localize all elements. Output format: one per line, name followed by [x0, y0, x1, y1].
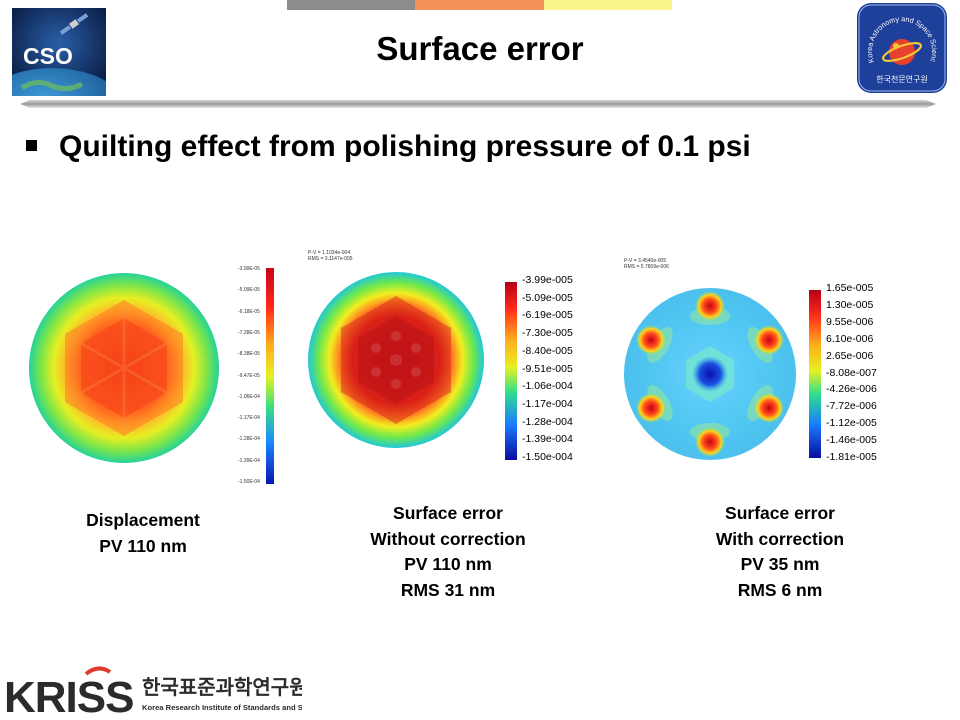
caption-line: RMS 6 nm — [737, 579, 823, 600]
colorbar-label: 9.55e-006 — [826, 315, 874, 328]
colorbar-label: -1.12e-005 — [826, 417, 877, 430]
caption-line: With correction — [715, 528, 845, 549]
page-title: Surface error — [376, 30, 584, 67]
caption-line: Displacement — [86, 510, 200, 530]
bullet-point: Quilting effect from polishing pressure … — [26, 130, 751, 164]
colorbar-label: -1.50e-004 — [522, 451, 573, 463]
colorbar-label: -9.47E-05 — [238, 372, 260, 379]
surface-error-with-correction-map — [624, 288, 796, 460]
caption-line: Without correction — [370, 528, 526, 549]
colorbar-label: -1.06e-004 — [522, 380, 573, 393]
colorbar-label: 2.65e-006 — [826, 349, 874, 362]
caption-line: PV 35 nm — [740, 554, 820, 574]
colorbar-label: -1.06E-04 — [238, 393, 260, 400]
colorbar-label: -6.18E-05 — [238, 308, 260, 315]
colorbar-label: 1.30e-005 — [826, 298, 874, 311]
colorbar-label: 6.10e-006 — [826, 332, 874, 345]
colorbar-label: -1.46e-005 — [826, 434, 877, 447]
caption-line: Surface error — [725, 503, 835, 523]
colorbar-label: -7.30e-005 — [522, 327, 573, 340]
colorbar-label: -1.28E-04 — [238, 436, 260, 443]
colorbar-label: -1.39e-004 — [522, 433, 573, 446]
stats-line: RMS = 3.1147e-005 — [308, 256, 353, 262]
cso-logo-text: CSO — [23, 43, 73, 69]
colorbar-label: -5.09e-005 — [522, 291, 573, 304]
colorbar-label: -1.17e-004 — [522, 397, 573, 410]
without-correction-caption: Surface error Without correction PV 110 nm… — [338, 501, 558, 603]
colorbar-label: -8.38E-05 — [238, 351, 260, 358]
top-bar-gray — [287, 0, 415, 10]
displacement-caption: Displacement PV 110 nm — [43, 508, 243, 559]
colorbar-label: -7.28E-05 — [238, 329, 260, 336]
header-divider — [20, 100, 936, 108]
kasi-logo: Korea Astronomy and Space Science Instit… — [856, 2, 947, 93]
colorbar-label: -6.19e-005 — [522, 309, 573, 322]
top-bar-orange — [415, 0, 544, 10]
stats-line: P-V = 1.1034e-004 — [308, 250, 351, 256]
displacement-map — [29, 273, 219, 463]
with-correction-caption: Surface error With correction PV 35 nm RMS … — [670, 501, 890, 603]
colorbar-label: -9.51e-005 — [522, 362, 573, 375]
colorbar-label: -7.72e-006 — [826, 400, 877, 413]
stats-line: RMS = 5.7809e-006 — [624, 264, 669, 270]
kriss-korean-name: 한국표준과학연구원 — [142, 675, 302, 699]
caption-line: PV 110 nm — [99, 535, 187, 556]
displacement-colorbar — [266, 268, 274, 484]
without-correction-colorbar — [505, 282, 517, 460]
colorbar-label: -8.40e-005 — [522, 344, 573, 357]
with-correction-stats: P-V = 3.4540e-005 RMS = 5.7809e-006 — [624, 258, 669, 270]
colorbar-label: -1.81e-005 — [826, 451, 877, 463]
bullet-square-icon — [26, 139, 37, 151]
bullet-text: Quilting effect from polishing pressure … — [59, 130, 751, 163]
colorbar-label: -5.09E-05 — [238, 287, 260, 294]
with-correction-colorbar — [809, 290, 821, 458]
cso-logo: CSO — [12, 8, 106, 96]
kriss-logo-text: KRISS — [4, 673, 133, 720]
colorbar-label: -3.99E-05 — [238, 266, 260, 272]
stats-line: P-V = 3.4540e-005 — [624, 258, 667, 264]
caption-line: RMS 31 nm — [400, 579, 496, 600]
without-correction-stats: P-V = 1.1034e-004 RMS = 3.1147e-005 — [308, 250, 353, 262]
kriss-english-name: Korea Research Institute of Standards an… — [142, 703, 302, 712]
colorbar-label: -8.08e-007 — [826, 366, 877, 379]
surface-error-without-correction-map — [308, 272, 484, 448]
colorbar-label: -1.39E-04 — [238, 457, 260, 464]
top-bar-yellow — [544, 0, 672, 10]
kasi-logo-korean: 한국천문연구원 — [876, 74, 928, 84]
colorbar-label: 1.65e-005 — [826, 282, 874, 294]
caption-line: PV 110 nm — [404, 554, 492, 574]
colorbar-label: -1.28e-004 — [522, 415, 573, 428]
kriss-logo: KRISS 한국표준과학연구원 Korea Research Institute… — [4, 666, 302, 720]
colorbar-label: -1.17E-04 — [238, 415, 260, 422]
caption-line: Surface error — [393, 503, 503, 523]
colorbar-label: -4.26e-006 — [826, 383, 877, 396]
colorbar-label: -3.99e-005 — [522, 274, 573, 286]
colorbar-label: -1.50E-04 — [238, 479, 260, 485]
